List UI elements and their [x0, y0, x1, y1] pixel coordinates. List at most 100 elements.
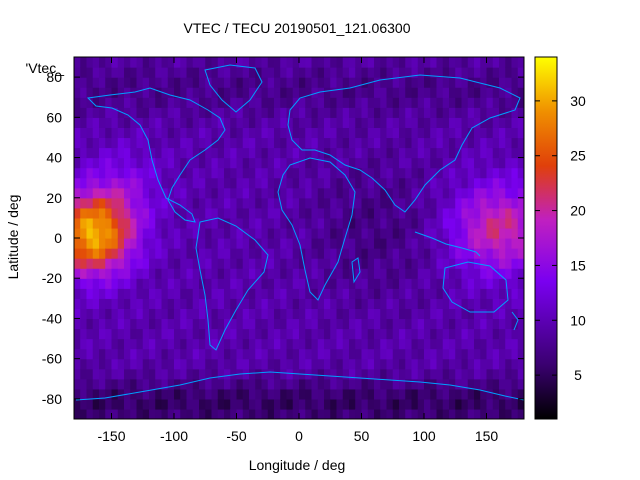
heatmap-cell: [436, 177, 444, 189]
heatmap-cell: [111, 107, 119, 118]
heatmap-cell: [130, 187, 138, 199]
heatmap-cell: [192, 217, 200, 229]
heatmap-cell: [480, 177, 488, 189]
heatmap-cell: [274, 278, 281, 289]
heatmap-cell: [342, 197, 350, 209]
heatmap-cell: [99, 378, 106, 390]
key-label: 'Vtec_: [26, 60, 65, 76]
heatmap-cell: [517, 238, 524, 249]
heatmap-cell: [130, 77, 138, 88]
heatmap-cell: [449, 368, 456, 380]
heatmap-cell: [305, 127, 313, 139]
heatmap-cell: [136, 408, 144, 419]
heatmap-cell: [317, 338, 325, 350]
heatmap-cell: [149, 137, 156, 149]
heatmap-cell: [505, 107, 513, 118]
heatmap-cell: [261, 368, 269, 380]
heatmap-cell: [292, 298, 300, 309]
heatmap-cell: [86, 107, 94, 118]
heatmap-cell: [499, 338, 506, 350]
heatmap-cell: [405, 157, 413, 169]
heatmap-cell: [474, 288, 481, 299]
heatmap-cell: [217, 87, 225, 98]
heatmap-cell: [486, 298, 494, 309]
heatmap-cell: [142, 408, 150, 419]
heatmap-cell: [105, 207, 113, 219]
heatmap-cell: [211, 328, 219, 340]
x-tick-label: -100: [160, 428, 188, 444]
heatmap-cell: [80, 197, 88, 209]
heatmap-cell: [99, 97, 106, 108]
heatmap-cell: [192, 358, 200, 370]
heatmap-cell: [436, 197, 444, 209]
heatmap-cell: [142, 268, 150, 279]
heatmap-cell: [280, 227, 288, 239]
heatmap-cell: [417, 137, 425, 149]
heatmap-cell: [136, 268, 144, 279]
heatmap-cell: [92, 137, 100, 149]
heatmap-cell: [155, 147, 163, 159]
heatmap-cell: [286, 227, 294, 239]
heatmap-cell: [305, 67, 313, 78]
heatmap-cell: [499, 258, 506, 269]
heatmap-cell: [436, 167, 444, 179]
heatmap-cell: [342, 408, 350, 419]
heatmap-cell: [342, 268, 350, 279]
heatmap-cell: [511, 57, 519, 68]
heatmap-cell: [167, 207, 175, 219]
heatmap-cell: [405, 278, 413, 289]
heatmap-cell: [274, 358, 281, 370]
heatmap-cell: [86, 227, 94, 239]
heatmap-cell: [255, 378, 263, 390]
heatmap-cell: [411, 398, 419, 410]
heatmap-cell: [461, 67, 469, 78]
heatmap-cell: [330, 338, 338, 350]
heatmap-cell: [174, 338, 181, 350]
y-tick-label: 60: [46, 109, 62, 125]
x-axis-ticks: -150 -100 -50 0 50 100 150: [97, 57, 498, 444]
heatmap-cell: [255, 127, 263, 139]
heatmap-cell: [292, 177, 300, 189]
heatmap-cell: [511, 207, 519, 219]
heatmap-cell: [105, 308, 113, 320]
heatmap-cell: [86, 177, 94, 189]
heatmap-cell: [392, 177, 400, 189]
heatmap-cell: [211, 187, 219, 199]
heatmap-cell: [217, 187, 225, 199]
heatmap-cell: [480, 308, 488, 320]
heatmap-cell: [99, 308, 106, 320]
heatmap-cell: [461, 217, 469, 229]
heatmap-cell: [267, 167, 275, 179]
heatmap-cell: [411, 87, 419, 98]
heatmap-cell: [174, 278, 181, 289]
heatmap-cell: [355, 127, 363, 139]
heatmap-cell: [336, 328, 344, 340]
heatmap-cell: [130, 268, 138, 279]
heatmap-cell: [492, 368, 500, 380]
heatmap-cell: [367, 177, 375, 189]
heatmap-cell: [149, 67, 156, 78]
heatmap-cell: [511, 97, 519, 108]
heatmap-cell: [311, 358, 319, 370]
heatmap-cell: [324, 308, 331, 320]
heatmap-cell: [342, 328, 350, 340]
heatmap-cell: [486, 157, 494, 169]
heatmap-cell: [480, 358, 488, 370]
heatmap-cell: [217, 358, 225, 370]
heatmap-cell: [517, 338, 524, 350]
heatmap-cell: [217, 97, 225, 108]
heatmap-cell: [392, 398, 400, 410]
heatmap-cell: [142, 157, 150, 169]
heatmap-cell: [361, 157, 369, 169]
heatmap-cell: [86, 378, 94, 390]
heatmap-cell: [261, 207, 269, 219]
heatmap-cell: [242, 278, 250, 289]
heatmap-cell: [499, 197, 506, 209]
heatmap-cell: [511, 197, 519, 209]
heatmap-cell: [155, 238, 163, 249]
heatmap-cell: [117, 87, 125, 98]
heatmap-cell: [111, 278, 119, 289]
heatmap-cell: [80, 358, 88, 370]
heatmap-cell: [167, 217, 175, 229]
heatmap-cell: [436, 187, 444, 199]
